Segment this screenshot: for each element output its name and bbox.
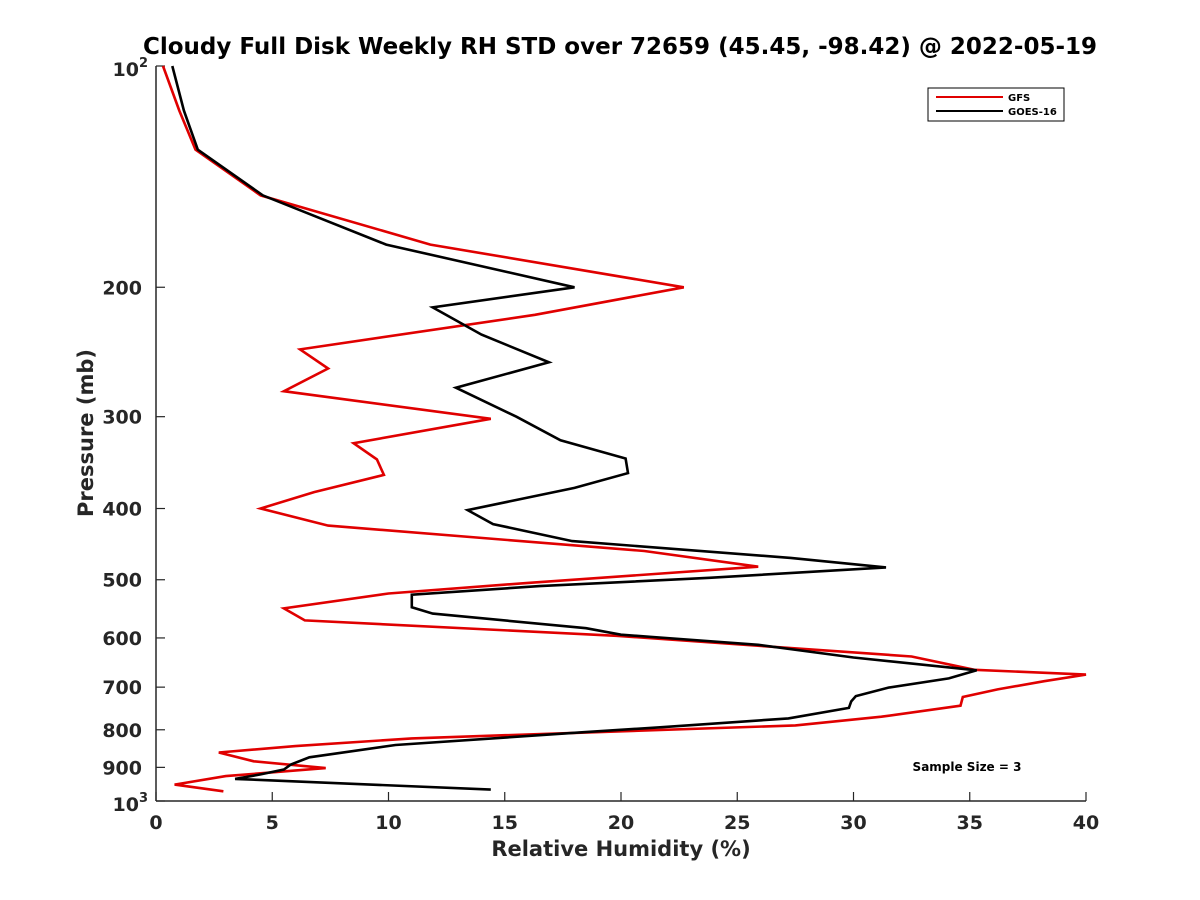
legend: GFS GOES-16 xyxy=(927,87,1065,122)
x-tick-label: 20 xyxy=(608,812,634,834)
legend-box xyxy=(927,87,1065,122)
y-tick-label: 900 xyxy=(102,757,142,779)
x-tick-label: 15 xyxy=(492,812,518,834)
y-tick-label: 200 xyxy=(102,277,142,299)
x-tick-label: 30 xyxy=(840,812,866,834)
series-line-gfs xyxy=(161,65,1087,793)
y-tick-label: 500 xyxy=(102,570,142,592)
series-group xyxy=(161,65,1087,793)
x-tick-label: 40 xyxy=(1073,812,1099,834)
x-tick-label: 25 xyxy=(724,812,750,834)
x-tick-label: 5 xyxy=(266,812,279,834)
y-axis-label: Pressure (mb) xyxy=(74,349,98,517)
sample-size-annotation: Sample Size = 3 xyxy=(913,760,1022,774)
legend-label-goes16: GOES-16 xyxy=(1008,107,1057,118)
x-tick-label: 35 xyxy=(957,812,983,834)
y-tick-label: 102 xyxy=(113,56,149,81)
y-tick-label: 600 xyxy=(102,628,142,650)
y-tick-label: 700 xyxy=(102,677,142,699)
x-axis-label: Relative Humidity (%) xyxy=(491,837,750,861)
x-ticks: 0 5 10 15 20 25 30 35 40 xyxy=(149,792,1099,834)
y-tick-label: 400 xyxy=(102,499,142,521)
x-tick-label: 0 xyxy=(149,812,162,834)
series-line-goes16 xyxy=(171,65,978,791)
chart-title: Cloudy Full Disk Weekly RH STD over 7265… xyxy=(143,34,1097,60)
legend-label-gfs: GFS xyxy=(1008,93,1030,104)
x-tick-label: 10 xyxy=(375,812,401,834)
y-tick-label: 300 xyxy=(102,407,142,429)
y-tick-label: 800 xyxy=(102,720,142,742)
plot-area: 0 5 10 15 20 25 30 35 40 102 200 300 400 500 600 700 80… xyxy=(102,56,1099,834)
y-tick-label: 103 xyxy=(113,791,149,816)
y-ticks: 102 200 300 400 500 600 700 800 900 103 xyxy=(102,56,165,816)
